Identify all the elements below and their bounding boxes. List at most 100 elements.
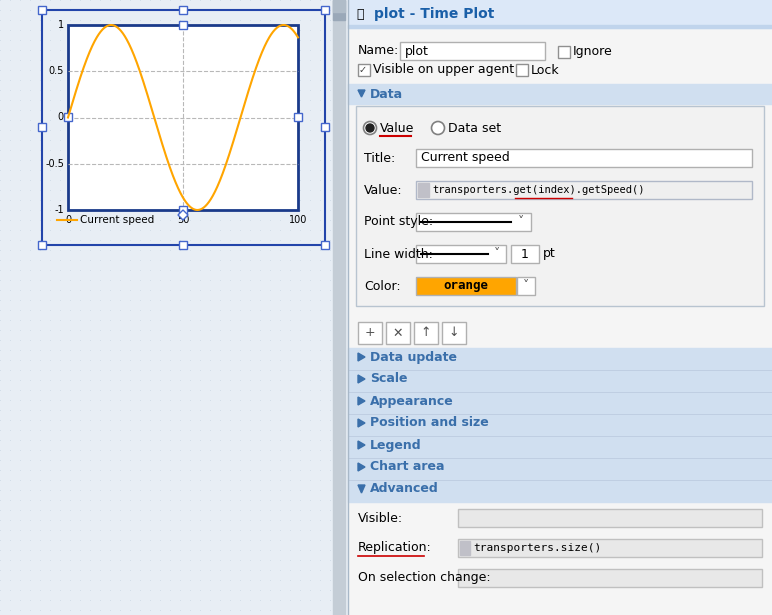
Text: +: + (364, 327, 375, 339)
Text: Point style:: Point style: (364, 215, 433, 229)
Bar (179, 21, 187, 29)
Bar (348, 414, 772, 436)
Text: ↓: ↓ (449, 327, 459, 339)
Text: ˅: ˅ (518, 215, 524, 229)
Text: Legend: Legend (370, 438, 422, 451)
Bar (458, 569, 762, 587)
Text: Visible on upper agent: Visible on upper agent (373, 63, 514, 76)
Bar (348, 370, 772, 392)
Bar (416, 181, 752, 199)
Text: Lock: Lock (531, 63, 560, 76)
Bar (358, 64, 370, 76)
Bar (348, 480, 772, 502)
Circle shape (432, 122, 445, 135)
Bar (0, 0, 344, 615)
Bar (179, 6, 187, 14)
Text: 1: 1 (521, 247, 529, 261)
Text: 0: 0 (58, 113, 64, 122)
Bar (460, 541, 470, 555)
Bar (348, 0, 772, 615)
Text: Chart area: Chart area (370, 461, 445, 474)
Text: -0.5: -0.5 (45, 159, 64, 169)
Text: 50: 50 (177, 215, 189, 225)
Text: pt: pt (543, 247, 556, 261)
Text: plot - Time Plot: plot - Time Plot (374, 7, 494, 21)
Bar (294, 113, 302, 121)
Polygon shape (358, 485, 365, 493)
Text: 1: 1 (58, 20, 64, 30)
Bar (442, 322, 466, 344)
Bar (358, 322, 382, 344)
Bar (418, 183, 429, 197)
Bar (558, 46, 570, 58)
Polygon shape (358, 419, 365, 427)
Text: 0.5: 0.5 (49, 66, 64, 76)
Text: ˅: ˅ (523, 279, 529, 293)
Text: Value:: Value: (364, 183, 403, 197)
Bar (321, 123, 329, 131)
Bar (348, 0, 772, 28)
Text: Current speed: Current speed (80, 215, 154, 225)
Bar (321, 6, 329, 14)
Bar (42, 10, 325, 245)
Bar (179, 206, 187, 214)
Bar (458, 509, 762, 527)
Polygon shape (178, 210, 188, 220)
Bar (416, 213, 531, 231)
Text: Data set: Data set (448, 122, 501, 135)
Text: Data update: Data update (370, 351, 457, 363)
Bar (416, 277, 516, 295)
Bar (68, 25, 298, 210)
Text: ↑: ↑ (421, 327, 432, 339)
Text: Color:: Color: (364, 279, 401, 293)
Bar (348, 436, 772, 458)
Text: Current speed: Current speed (421, 151, 510, 164)
Bar (333, 0, 345, 615)
Bar (333, 0, 345, 12)
Polygon shape (358, 463, 365, 471)
Text: Ignore: Ignore (573, 46, 613, 58)
Circle shape (366, 124, 374, 132)
Text: 100: 100 (289, 215, 307, 225)
Bar (348, 392, 772, 414)
Bar (38, 6, 46, 14)
Text: Line width:: Line width: (364, 247, 433, 261)
Text: -1: -1 (54, 205, 64, 215)
Bar (38, 241, 46, 249)
Bar (348, 348, 772, 370)
Bar (511, 245, 539, 263)
Bar (416, 149, 752, 167)
Text: On selection change:: On selection change: (358, 571, 491, 584)
Text: 0: 0 (65, 215, 71, 225)
Text: transporters.size(): transporters.size() (473, 543, 601, 553)
Polygon shape (358, 375, 365, 383)
Text: Appearance: Appearance (370, 394, 454, 408)
Text: Replication:: Replication: (358, 541, 432, 555)
Text: ˅: ˅ (494, 247, 500, 261)
Bar (517, 277, 535, 295)
Bar (458, 539, 762, 557)
Bar (348, 84, 772, 104)
Bar (64, 113, 72, 121)
Polygon shape (358, 397, 365, 405)
Bar (179, 241, 187, 249)
Polygon shape (358, 441, 365, 449)
Text: Scale: Scale (370, 373, 408, 386)
Circle shape (364, 122, 377, 135)
Text: plot: plot (405, 44, 429, 57)
Text: 📊: 📊 (356, 7, 364, 20)
Polygon shape (358, 90, 365, 97)
Bar (416, 245, 506, 263)
Bar (400, 42, 545, 60)
Text: Name:: Name: (358, 44, 399, 57)
Bar (386, 322, 410, 344)
Bar (321, 241, 329, 249)
Polygon shape (358, 353, 365, 361)
Text: ✓: ✓ (359, 65, 367, 75)
Bar (414, 322, 438, 344)
Text: transporters.get(index).getSpeed(): transporters.get(index).getSpeed() (432, 185, 645, 195)
Bar (333, 0, 345, 20)
Bar (348, 25, 772, 28)
Text: Title:: Title: (364, 151, 395, 164)
Bar (348, 458, 772, 480)
